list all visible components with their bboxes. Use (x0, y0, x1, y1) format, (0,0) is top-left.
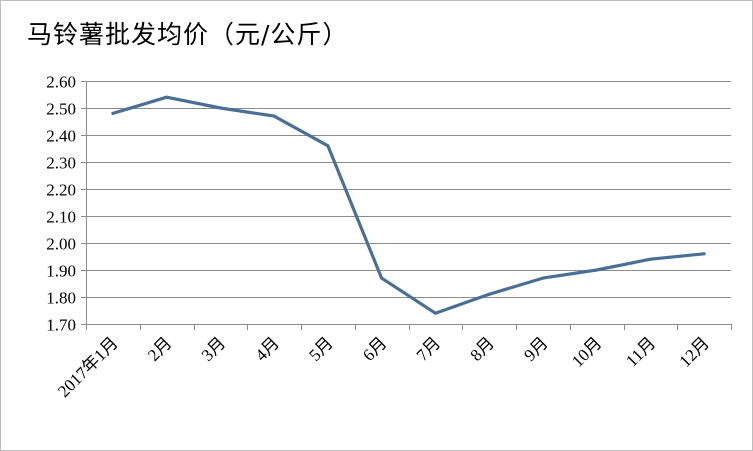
data-point (218, 106, 222, 110)
data-point (111, 111, 115, 115)
data-point (541, 276, 545, 280)
x-tick-label: 6月 (359, 333, 390, 364)
x-tick-label: 12月 (675, 333, 712, 370)
data-point (648, 257, 652, 261)
x-tick-label: 8月 (466, 333, 497, 364)
y-axis-tick-labels: 1.70 1.80 1.90 2.00 2.10 2.20 2.30 2.40 2.50 2.60 (46, 73, 76, 335)
gridlines (81, 81, 731, 325)
data-point (165, 95, 169, 99)
x-tick-label: 5月 (305, 333, 336, 364)
data-point (433, 311, 437, 315)
chart-title: 马铃薯批发均价（元/公斤） (27, 20, 349, 49)
data-point (487, 292, 491, 296)
data-point (326, 144, 330, 148)
y-tick-label: 1.90 (46, 262, 76, 281)
y-tick-label: 2.00 (46, 235, 76, 254)
y-tick-label: 2.60 (46, 73, 76, 92)
y-tick-label: 2.40 (46, 127, 76, 146)
y-tick-label: 2.50 (46, 100, 76, 119)
y-tick-label: 1.70 (46, 316, 76, 335)
data-point (702, 252, 706, 256)
x-tick-label: 9月 (520, 333, 551, 364)
data-point (380, 276, 384, 280)
y-tick-label: 2.30 (46, 154, 76, 173)
y-tick-label: 1.80 (46, 289, 76, 308)
axes (86, 81, 732, 330)
y-tick-label: 2.20 (46, 181, 76, 200)
y-tick-label: 2.10 (46, 208, 76, 227)
x-tick-label: 3月 (198, 333, 229, 364)
x-tick-label: 4月 (251, 333, 282, 364)
data-point (272, 114, 276, 118)
series-layer (111, 95, 706, 315)
series-line (111, 95, 706, 315)
x-axis-tick-labels: 2017年1月 2月 3月 4月 5月 6月 7月 8月 9月 10月 11月 12月 (54, 333, 713, 401)
x-tick-label: 7月 (413, 333, 444, 364)
x-tick-label: 11月 (622, 333, 659, 370)
data-point (595, 268, 599, 272)
x-tick-label: 2月 (144, 333, 175, 364)
x-tick-label: 10月 (568, 333, 605, 370)
x-tick-label: 2017年1月 (54, 333, 122, 401)
